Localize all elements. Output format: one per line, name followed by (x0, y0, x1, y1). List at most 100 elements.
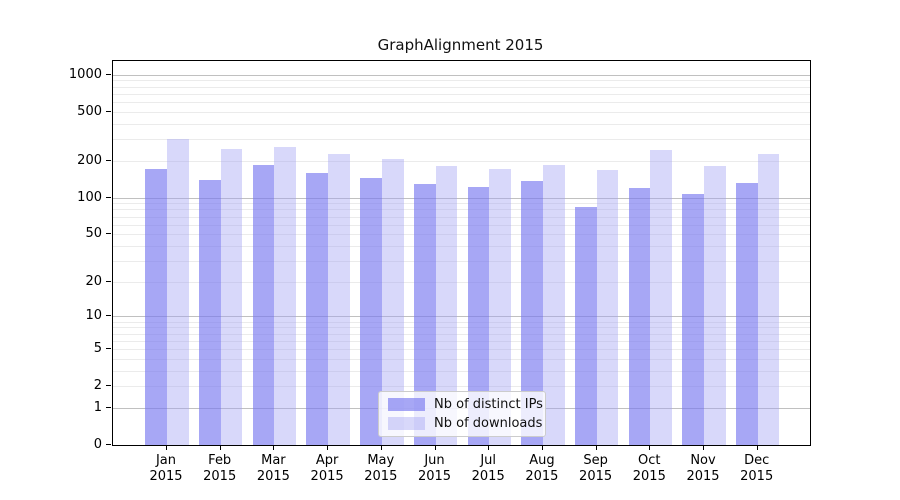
y-tick-label: 50 (85, 226, 102, 242)
y-tick (106, 233, 111, 235)
x-tick (434, 445, 436, 450)
y-tick-label: 10 (85, 308, 102, 324)
plot-area (112, 60, 811, 446)
gridline-minor (113, 386, 810, 388)
y-tick-label: 5 (93, 340, 102, 356)
y-tick-label: 2 (93, 378, 102, 394)
bar-distinct-ips-sep (574, 206, 597, 445)
bar-distinct-ips-nov (682, 193, 705, 445)
legend-item-downloads: Nb of downloads (379, 416, 545, 431)
y-tick (106, 347, 111, 349)
x-tick (488, 445, 490, 450)
gridline-minor (113, 281, 810, 283)
bar-distinct-ips-jul (467, 187, 490, 445)
gridline-minor (113, 111, 810, 113)
bar-downloads-oct (650, 150, 673, 445)
x-tick-label-nov: Nov 2015 (686, 453, 720, 484)
gridline-minor (113, 260, 810, 262)
x-tick (166, 445, 167, 450)
y-tick (106, 385, 111, 387)
x-tick-label-oct: Oct 2015 (632, 453, 666, 484)
y-tick (106, 280, 111, 282)
legend-label-distinct-ips: Nb of distinct IPs (434, 397, 543, 412)
gridline-minor (113, 327, 810, 329)
bar-downloads-mar (274, 146, 297, 445)
legend-label-downloads: Nb of downloads (434, 416, 543, 431)
y-tick-label: 500 (77, 103, 102, 119)
y-tick (106, 159, 111, 161)
bar-downloads-jun (435, 166, 458, 445)
gridline-minor (113, 370, 810, 372)
bar-downloads-jul (489, 169, 511, 445)
gridline-minor (113, 80, 810, 82)
x-tick-label-aug: Aug 2015 (525, 453, 559, 484)
y-tick-label: 1000 (68, 66, 102, 82)
bar-distinct-ips-jun (413, 184, 436, 445)
gridline-major (113, 197, 810, 199)
y-tick (106, 315, 111, 317)
x-tick (327, 445, 329, 450)
gridline-minor (113, 340, 810, 342)
y-tick-label: 200 (77, 152, 102, 168)
x-tick-label-mar: Mar 2015 (256, 453, 290, 484)
y-tick-label: 20 (85, 273, 102, 289)
gridline-minor (113, 86, 810, 88)
x-tick-label-jun: Jun 2015 (417, 453, 452, 484)
legend-swatch-distinct-ips (388, 398, 425, 411)
gridline-minor (113, 123, 810, 125)
legend: Nb of distinct IPs Nb of downloads (378, 391, 546, 437)
gridline-minor (113, 224, 810, 226)
x-tick (380, 445, 382, 450)
gridline-minor (113, 216, 810, 218)
y-tick-label: 0 (93, 437, 102, 452)
bar-downloads-apr (328, 154, 350, 445)
gridline-major (113, 316, 810, 318)
chart-title: GraphAlignment 2015 (377, 36, 544, 54)
x-tick-label-feb: Feb 2015 (203, 453, 237, 484)
bar-distinct-ips-mar (252, 165, 275, 445)
bar-distinct-ips-may (360, 178, 382, 445)
bar-downloads-dec (757, 153, 780, 445)
gridline-minor (113, 139, 810, 140)
bar-downloads-may (381, 159, 404, 445)
y-tick (106, 73, 111, 75)
gridline-minor (113, 93, 810, 95)
x-tick (219, 445, 221, 450)
x-tick-label-dec: Dec 2015 (740, 453, 774, 484)
gridline-minor (113, 234, 810, 236)
bar-distinct-ips-aug (521, 181, 543, 445)
x-tick-label-may: May 2015 (364, 453, 398, 484)
bar-downloads-nov (704, 165, 726, 445)
gridline-minor (113, 101, 810, 103)
gridline-minor (113, 333, 810, 335)
gridline-major (113, 74, 810, 76)
bar-distinct-ips-oct (628, 187, 651, 445)
gridline-minor (113, 203, 810, 205)
gridline-minor (113, 321, 810, 323)
bar-downloads-aug (542, 165, 565, 445)
x-tick-label-jan: Jan 2015 (149, 453, 183, 484)
x-tick (273, 445, 275, 450)
x-tick (541, 445, 543, 450)
y-tick-label: 100 (77, 189, 102, 205)
x-tick (595, 445, 597, 450)
y-tick (106, 196, 111, 198)
bar-distinct-ips-apr (306, 172, 329, 445)
legend-swatch-downloads (388, 417, 425, 430)
x-tick (649, 445, 651, 450)
bar-distinct-ips-jan (145, 169, 168, 445)
bar-downloads-jan (167, 139, 189, 445)
x-tick-label-apr: Apr 2015 (310, 453, 344, 484)
legend-item-distinct-ips: Nb of distinct IPs (379, 397, 545, 412)
y-tick (106, 444, 111, 445)
gridline-minor (113, 209, 810, 211)
gridline-minor (113, 160, 810, 162)
gridline-minor (113, 358, 810, 360)
bar-distinct-ips-dec (736, 182, 758, 445)
y-tick (106, 110, 111, 112)
bar-downloads-feb (220, 149, 243, 445)
x-tick (703, 445, 704, 450)
x-tick (756, 445, 758, 450)
y-tick (106, 406, 111, 408)
